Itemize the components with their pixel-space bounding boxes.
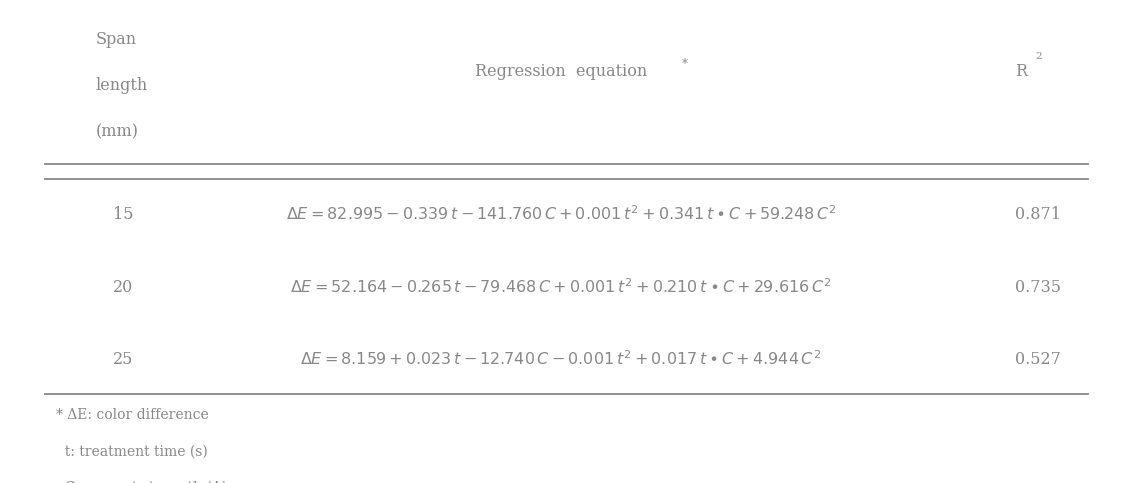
Text: t: treatment time (s): t: treatment time (s) <box>56 444 208 458</box>
Text: *: * <box>682 58 688 71</box>
Text: 25: 25 <box>113 351 134 369</box>
Text: * ΔE: color difference: * ΔE: color difference <box>56 408 209 422</box>
Text: 2: 2 <box>1036 52 1042 61</box>
Text: 0.527: 0.527 <box>1015 351 1060 369</box>
Text: Regression  equation: Regression equation <box>475 63 647 80</box>
Text: 20: 20 <box>113 279 134 296</box>
Text: 15: 15 <box>113 206 134 224</box>
Text: $\Delta E = 8.159 + 0.023\,t - 12.740\,C - 0.001\,t^{2} + 0.017\,t \bullet C + 4: $\Delta E = 8.159 + 0.023\,t - 12.740\,C… <box>301 351 821 369</box>
Text: length: length <box>95 77 148 94</box>
Text: Span: Span <box>95 31 137 48</box>
Text: $\Delta E = 82.995 - 0.339\,t - 141.760\,C + 0.001\,t^{2} + 0.341\,t \bullet C +: $\Delta E = 82.995 - 0.339\,t - 141.760\… <box>286 206 836 224</box>
Text: R: R <box>1015 63 1028 80</box>
Text: $\Delta E = 52.164 - 0.265\,t - 79.468\,C + 0.001\,t^{2} + 0.210\,t \bullet C + : $\Delta E = 52.164 - 0.265\,t - 79.468\,… <box>291 278 831 297</box>
Text: C: current strength (A): C: current strength (A) <box>56 481 228 483</box>
Text: 0.871: 0.871 <box>1015 206 1060 224</box>
Text: 0.735: 0.735 <box>1015 279 1060 296</box>
Text: (mm): (mm) <box>95 123 138 140</box>
